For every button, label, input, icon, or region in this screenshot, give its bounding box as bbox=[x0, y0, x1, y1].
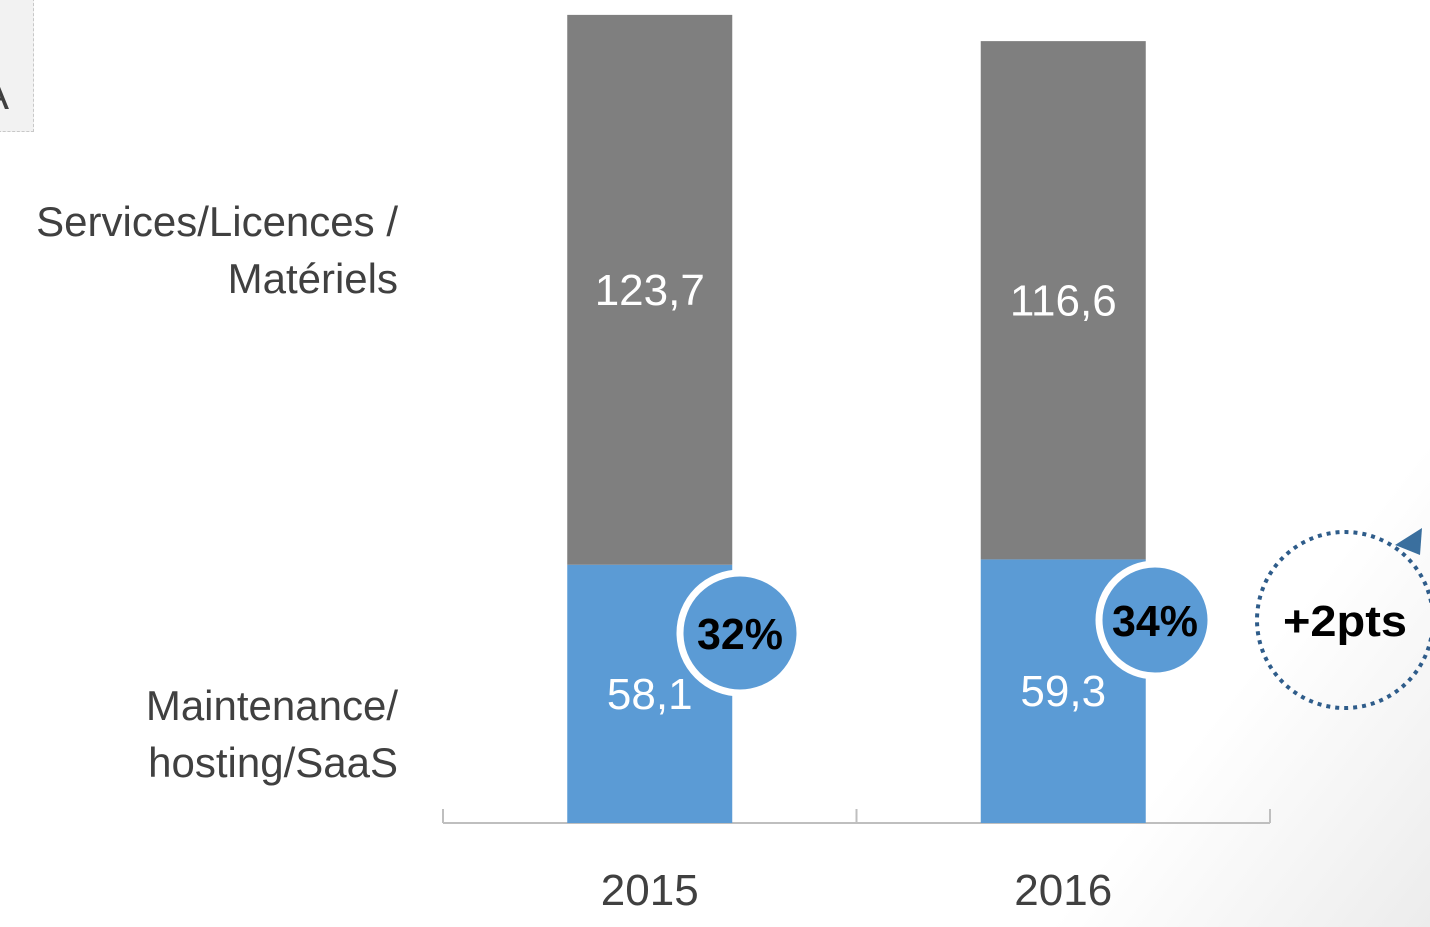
page: A 201558,1123,7201659,3116,632%34%+2pts … bbox=[0, 0, 1430, 927]
value-label: 58,1 bbox=[607, 670, 693, 719]
x-tick-label: 2015 bbox=[601, 866, 699, 915]
legend-label: Maintenance/ hosting/SaaS bbox=[146, 677, 398, 791]
value-label: 123,7 bbox=[595, 266, 705, 315]
legend-label: Services/Licences / Matériels bbox=[36, 193, 398, 307]
annotation: 34% bbox=[1112, 597, 1198, 646]
annotation: +2pts bbox=[1283, 597, 1407, 646]
value-label: 59,3 bbox=[1020, 667, 1106, 716]
x-tick-label: 2016 bbox=[1014, 866, 1112, 915]
annotation: 32% bbox=[697, 610, 783, 659]
value-label: 116,6 bbox=[1010, 276, 1117, 325]
